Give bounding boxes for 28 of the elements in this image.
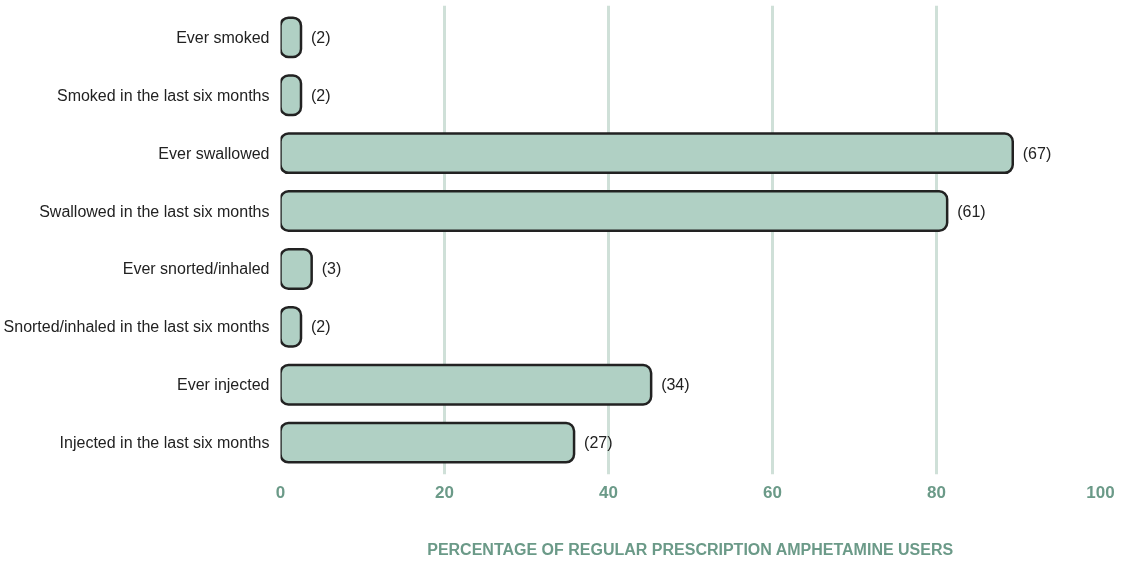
x-tick-label: 100 xyxy=(1086,482,1115,502)
y-tick-label: Injected in the last six months xyxy=(59,434,270,452)
y-tick-label: Ever smoked xyxy=(176,28,270,46)
y-tick-label: Swallowed in the last six months xyxy=(39,202,270,220)
x-tick-label: 0 xyxy=(275,482,286,502)
y-tick-label: Smoked in the last six months xyxy=(56,86,270,104)
annotation: (3) xyxy=(321,260,342,278)
bar xyxy=(280,132,1015,175)
x-axis-title: PERCENTAGE OF REGULAR PRESCRIPTION AMPHETAMINE USERS xyxy=(427,540,954,558)
x-tick-label: 20 xyxy=(435,482,454,502)
bar xyxy=(280,363,653,406)
bar xyxy=(280,190,949,232)
annotation: (2) xyxy=(311,28,331,46)
annotation: (2) xyxy=(311,318,331,336)
x-tick-label: 80 xyxy=(927,482,946,502)
annotation: (2) xyxy=(311,86,331,104)
annotation: (34) xyxy=(661,376,690,394)
y-tick-label: Snorted/inhaled in the last six months xyxy=(3,318,270,336)
annotation: (61) xyxy=(957,202,986,220)
y-tick-label: Ever injected xyxy=(177,376,270,394)
x-tick-label: 60 xyxy=(763,482,782,502)
y-tick-label: Ever swallowed xyxy=(158,144,270,162)
annotation: (27) xyxy=(584,434,613,452)
annotation: (67) xyxy=(1022,144,1052,162)
bar xyxy=(280,248,313,290)
x-tick-label: 40 xyxy=(599,482,618,502)
y-tick-label: Ever snorted/inhaled xyxy=(122,260,270,278)
bar xyxy=(280,421,576,464)
